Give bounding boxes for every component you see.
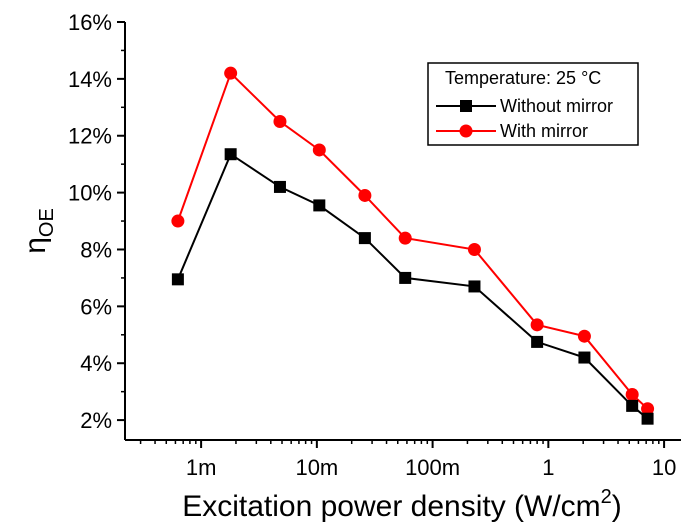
data-point — [531, 335, 544, 348]
data-point — [578, 351, 591, 364]
x-axis-title-superscript: 2 — [601, 486, 612, 508]
data-point — [224, 148, 237, 161]
legend-title: Temperature: 25 °C — [445, 68, 601, 88]
x-axis-title: Excitation power density (W/cm2) — [182, 486, 622, 523]
y-tick-label: 8% — [80, 237, 112, 262]
x-tick-label: 1 — [542, 455, 554, 480]
data-point — [626, 399, 639, 412]
legend-label: Without mirror — [500, 96, 613, 116]
series-without-mirror — [171, 148, 654, 425]
data-point — [641, 412, 654, 425]
plot-area — [124, 22, 681, 441]
y-tick-label: 16% — [68, 10, 112, 35]
legend-marker — [460, 100, 472, 112]
data-point — [577, 329, 591, 343]
y-axis-title-subscript: OE — [36, 208, 58, 237]
legend-marker — [459, 124, 473, 138]
data-point — [530, 318, 544, 332]
y-tick-label: 12% — [68, 124, 112, 149]
data-point — [468, 280, 481, 293]
x-axis-title-main: Excitation power density (W/cm — [182, 490, 600, 523]
x-tick-label: 100m — [405, 455, 460, 480]
y-tick-label: 14% — [68, 67, 112, 92]
y-axis-title-main: η — [19, 237, 52, 254]
data-point — [398, 231, 412, 245]
data-point — [312, 143, 326, 157]
x-tick-label: 1m — [186, 455, 217, 480]
series-line — [176, 152, 649, 420]
data-point — [358, 232, 371, 245]
data-point — [625, 388, 639, 402]
legend-label: With mirror — [500, 121, 588, 141]
x-tick-label: 10m — [295, 455, 338, 480]
series-layer — [171, 66, 655, 425]
data-point — [171, 214, 185, 228]
y-tick-label: 6% — [80, 294, 112, 319]
data-point — [273, 115, 287, 129]
legend-entry: Without mirror — [436, 96, 613, 116]
y-tick-label: 2% — [80, 408, 112, 433]
legend-entries: Without mirror With mirror — [436, 96, 613, 141]
y-axis-title: ηOE — [19, 208, 58, 254]
series-with-mirror — [171, 66, 655, 416]
data-point — [171, 273, 184, 286]
y-tick-label: 4% — [80, 351, 112, 376]
data-point — [467, 242, 481, 256]
data-point — [224, 66, 238, 80]
y-tick-label: 10% — [68, 181, 112, 206]
data-point — [273, 180, 286, 193]
legend-entry: With mirror — [436, 121, 588, 141]
data-point — [358, 188, 372, 202]
y-axis-ticks: 2% 4% 6% 8% 10% 12% 14% 16% — [68, 10, 125, 433]
x-tick-label: 10 — [652, 455, 676, 480]
data-point — [641, 402, 655, 416]
data-point — [399, 271, 412, 284]
x-axis-ticks: 1m 10m 100m 1 10 — [139, 440, 676, 480]
x-axis-title-close: ) — [612, 490, 622, 523]
data-point — [313, 199, 326, 212]
legend: Temperature: 25 °C Without mirror With mi… — [427, 62, 639, 146]
